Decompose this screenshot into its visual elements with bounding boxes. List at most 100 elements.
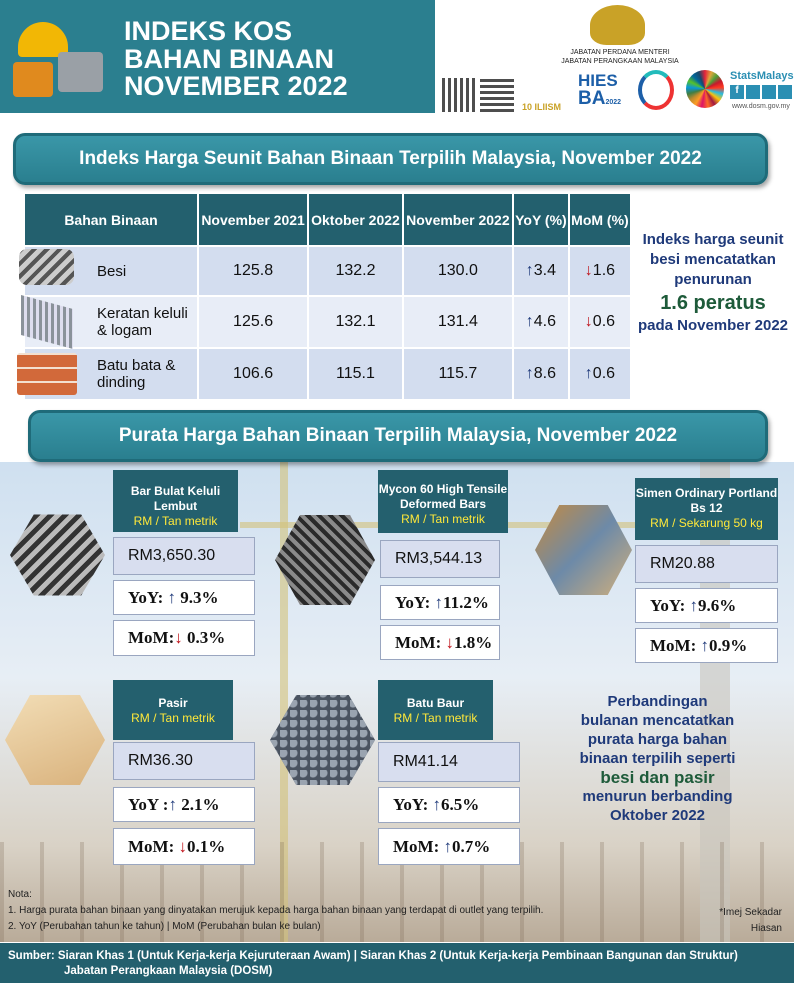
- qr-code-facebook-icon[interactable]: [480, 78, 514, 112]
- col-mom: MoM (%): [569, 194, 630, 245]
- price-value: RM3,544.13: [380, 540, 500, 578]
- source-line-2: Jabatan Perangkaan Malaysia (DOSM): [64, 965, 273, 977]
- hies-ba: BA2022: [578, 88, 626, 112]
- arrow-up-icon: ↑: [525, 365, 534, 382]
- card-unit: RM / Tan metrik: [131, 711, 215, 725]
- value-mom: ↓1.6: [569, 247, 630, 295]
- title-banner: INDEKS KOS BAHAN BINAAN NOVEMBER 2022: [0, 0, 435, 113]
- disclaimer-line: Hiasan: [750, 923, 782, 934]
- aggregate-stones-image: [270, 695, 375, 785]
- index-summary-note: Indeks harga seunit besi mencatatkan pen…: [634, 230, 792, 336]
- card-title: Simen Ordinary Portland Bs 12: [635, 486, 778, 515]
- material-name: Besi: [19, 247, 197, 295]
- title-line-2: BAHAN BINAAN: [124, 44, 334, 74]
- yoy-value: 2.1%: [181, 794, 220, 814]
- yoy-value: 11.2%: [443, 592, 489, 612]
- card-unit: RM / Tan metrik: [401, 512, 485, 526]
- material-label: Keratan keluli & logam: [97, 305, 188, 339]
- table-row: Batu bata & dinding 106.6 115.1 115.7 ↑8…: [17, 349, 630, 399]
- twitter-icon[interactable]: [762, 85, 776, 99]
- value-nov-2022: 115.7: [403, 349, 512, 399]
- yoy-change: YoY: ↑ 6.5%: [378, 787, 520, 823]
- yoy-value: 8.6: [533, 365, 557, 382]
- value-oct-2022: 132.1: [309, 297, 402, 347]
- summary-highlight: 1.6 peratus: [660, 292, 766, 314]
- stats-malaysia-brand: StatsMalaysia: [730, 70, 794, 82]
- construction-tools-image: [8, 12, 108, 102]
- yoy-change: YoY: ↑ 9.3%: [113, 580, 255, 615]
- value-oct-2022: 132.2: [309, 247, 402, 295]
- youtube-icon[interactable]: [778, 85, 792, 99]
- agency-name: JABATAN PERDANA MENTERI JABATAN PERANGKA…: [520, 48, 720, 66]
- yoy-value: 9.3%: [180, 587, 219, 607]
- mom-label: MoM:: [650, 635, 697, 655]
- card-unit: RM / Tan metrik: [133, 514, 218, 528]
- yoy-label: YoY:: [395, 592, 431, 612]
- yoy-change: YoY : ↑ 2.1%: [113, 787, 255, 822]
- metal-sheet-icon: [21, 295, 73, 349]
- mom-value: 1.6: [592, 262, 616, 279]
- mom-change: MoM: ↓ 0.3%: [113, 620, 255, 656]
- arrow-down-icon: ↓: [584, 262, 593, 279]
- summary-line: Indeks harga seunit: [642, 231, 784, 248]
- price-value: RM41.14: [378, 742, 520, 782]
- summary-highlight: besi dan pasir: [600, 768, 715, 787]
- summary-line: penurunan: [674, 271, 752, 288]
- section-price-title: Purata Harga Bahan Binaan Terpilih Malay…: [118, 425, 678, 446]
- price-summary-note: Perbandingan bulanan mencatatkan purata …: [545, 692, 770, 825]
- summary-line: pada November 2022: [637, 317, 789, 334]
- card-title: Bar Bulat Keluli Lembut: [130, 484, 221, 513]
- price-value: RM20.88: [635, 545, 778, 583]
- arrow-up-icon: ↑: [432, 795, 442, 814]
- hies-year: 2022: [605, 99, 622, 106]
- note-item: 1. Harga purata bahan binaan yang dinyat…: [8, 905, 544, 916]
- coat-of-arms-icon: [590, 5, 645, 45]
- yoy-value: 3.4: [533, 262, 557, 279]
- mom-value: 0.7%: [452, 836, 491, 856]
- arrow-up-icon: ↑: [168, 794, 177, 814]
- arrow-up-icon: ↑: [689, 595, 699, 615]
- summary-line: binaan terpilih seperti: [579, 750, 736, 767]
- value-nov-2022: 130.0: [403, 247, 512, 295]
- table-header: Bahan Binaan November 2021 Oktober 2022 …: [25, 194, 630, 245]
- website-link[interactable]: www.dosm.gov.my: [732, 103, 790, 110]
- steel-bar-image: [10, 514, 105, 596]
- facebook-icon[interactable]: f: [730, 85, 744, 99]
- card-unit: RM / Sekarung 50 kg: [650, 516, 763, 530]
- value-yoy: ↑3.4: [513, 247, 568, 295]
- col-material: Bahan Binaan: [25, 194, 197, 245]
- value-nov-2021: 106.6: [199, 349, 308, 399]
- value-nov-2021: 125.6: [199, 297, 308, 347]
- mom-change: MoM: ↓ 1.8%: [380, 625, 500, 660]
- col-nov-2021: November 2021: [199, 194, 308, 245]
- material-label: Besi: [97, 262, 127, 280]
- col-oct-2022: Oktober 2022: [309, 194, 402, 245]
- index-table: Bahan Binaan November 2021 Oktober 2022 …: [17, 192, 632, 401]
- section-index-header: Indeks Harga Seunit Bahan Binaan Terpili…: [13, 133, 768, 185]
- image-disclaimer: *Imej Sekadar Hiasan: [700, 905, 782, 937]
- steel-pipes-icon: [19, 249, 74, 285]
- value-oct-2022: 115.1: [309, 349, 402, 399]
- value-nov-2022: 131.4: [403, 297, 512, 347]
- arrow-up-icon: ↑: [434, 592, 444, 612]
- disclaimer-line: *Imej Sekadar: [719, 907, 782, 918]
- hies-ba-text: BA: [578, 88, 606, 109]
- bricks-icon: [17, 353, 77, 395]
- material-name: Keratan keluli & logam: [21, 295, 197, 349]
- mom-change: MoM: ↑ 0.7%: [378, 828, 520, 865]
- value-yoy: ↑4.6: [513, 297, 568, 347]
- price-value: RM3,650.30: [113, 537, 255, 575]
- arrow-up-icon: ↑: [167, 587, 177, 607]
- hies-text: HIES: [578, 71, 618, 90]
- summary-line: menurun berbanding: [582, 788, 733, 805]
- yoy-label: YoY:: [128, 587, 164, 607]
- instagram-icon[interactable]: [746, 85, 760, 99]
- section-index-title: Indeks Harga Seunit Bahan Binaan Terpili…: [79, 148, 702, 169]
- yoy-value: 6.5%: [441, 795, 480, 814]
- notes: Nota: 1. Harga purata bahan binaan yang …: [8, 887, 543, 935]
- agency-line-2: JABATAN PERANGKAAN MALAYSIA: [561, 58, 679, 65]
- col-nov-2022: November 2022: [403, 194, 512, 245]
- hies-logo: HIES BA2022: [578, 72, 626, 112]
- mom-label: MoM:: [128, 836, 175, 856]
- qr-code-icon[interactable]: [442, 78, 476, 112]
